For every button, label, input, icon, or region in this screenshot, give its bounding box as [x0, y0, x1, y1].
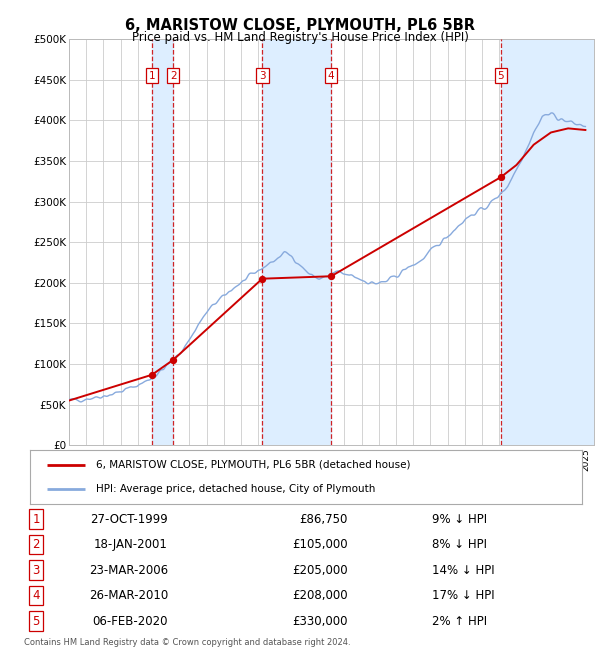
Text: 4: 4: [328, 71, 334, 81]
Text: 5: 5: [32, 614, 40, 627]
Text: 8% ↓ HPI: 8% ↓ HPI: [432, 538, 487, 551]
Text: HPI: Average price, detached house, City of Plymouth: HPI: Average price, detached house, City…: [96, 484, 376, 495]
Text: 3: 3: [259, 71, 266, 81]
Text: £330,000: £330,000: [293, 614, 348, 627]
Text: Contains HM Land Registry data © Crown copyright and database right 2024.
This d: Contains HM Land Registry data © Crown c…: [24, 638, 350, 650]
Text: £205,000: £205,000: [292, 564, 348, 577]
Point: [147, 370, 157, 380]
Text: 17% ↓ HPI: 17% ↓ HPI: [432, 589, 494, 602]
Point: [257, 274, 267, 284]
Text: 1: 1: [149, 71, 155, 81]
Text: 2: 2: [32, 538, 40, 551]
Text: 18-JAN-2001: 18-JAN-2001: [94, 538, 168, 551]
Text: 27-OCT-1999: 27-OCT-1999: [90, 513, 168, 526]
Text: 4: 4: [32, 589, 40, 602]
Point: [496, 172, 506, 182]
Text: 26-MAR-2010: 26-MAR-2010: [89, 589, 168, 602]
Point: [169, 355, 178, 365]
Text: 06-FEB-2020: 06-FEB-2020: [92, 614, 168, 627]
Text: 1: 1: [32, 513, 40, 526]
Text: 5: 5: [497, 71, 504, 81]
Text: £208,000: £208,000: [292, 589, 348, 602]
Text: 6, MARISTOW CLOSE, PLYMOUTH, PL6 5BR (detached house): 6, MARISTOW CLOSE, PLYMOUTH, PL6 5BR (de…: [96, 460, 411, 470]
Point: [326, 271, 336, 281]
Text: 23-MAR-2006: 23-MAR-2006: [89, 564, 168, 577]
Bar: [152, 39, 173, 445]
Bar: [262, 39, 331, 445]
Bar: [501, 39, 594, 445]
Text: 3: 3: [32, 564, 40, 577]
Text: 2% ↑ HPI: 2% ↑ HPI: [432, 614, 487, 627]
Text: £86,750: £86,750: [299, 513, 348, 526]
Text: Price paid vs. HM Land Registry's House Price Index (HPI): Price paid vs. HM Land Registry's House …: [131, 31, 469, 44]
Text: 9% ↓ HPI: 9% ↓ HPI: [432, 513, 487, 526]
Text: 14% ↓ HPI: 14% ↓ HPI: [432, 564, 494, 577]
Text: £105,000: £105,000: [292, 538, 348, 551]
Text: 6, MARISTOW CLOSE, PLYMOUTH, PL6 5BR: 6, MARISTOW CLOSE, PLYMOUTH, PL6 5BR: [125, 18, 475, 33]
Text: 2: 2: [170, 71, 176, 81]
